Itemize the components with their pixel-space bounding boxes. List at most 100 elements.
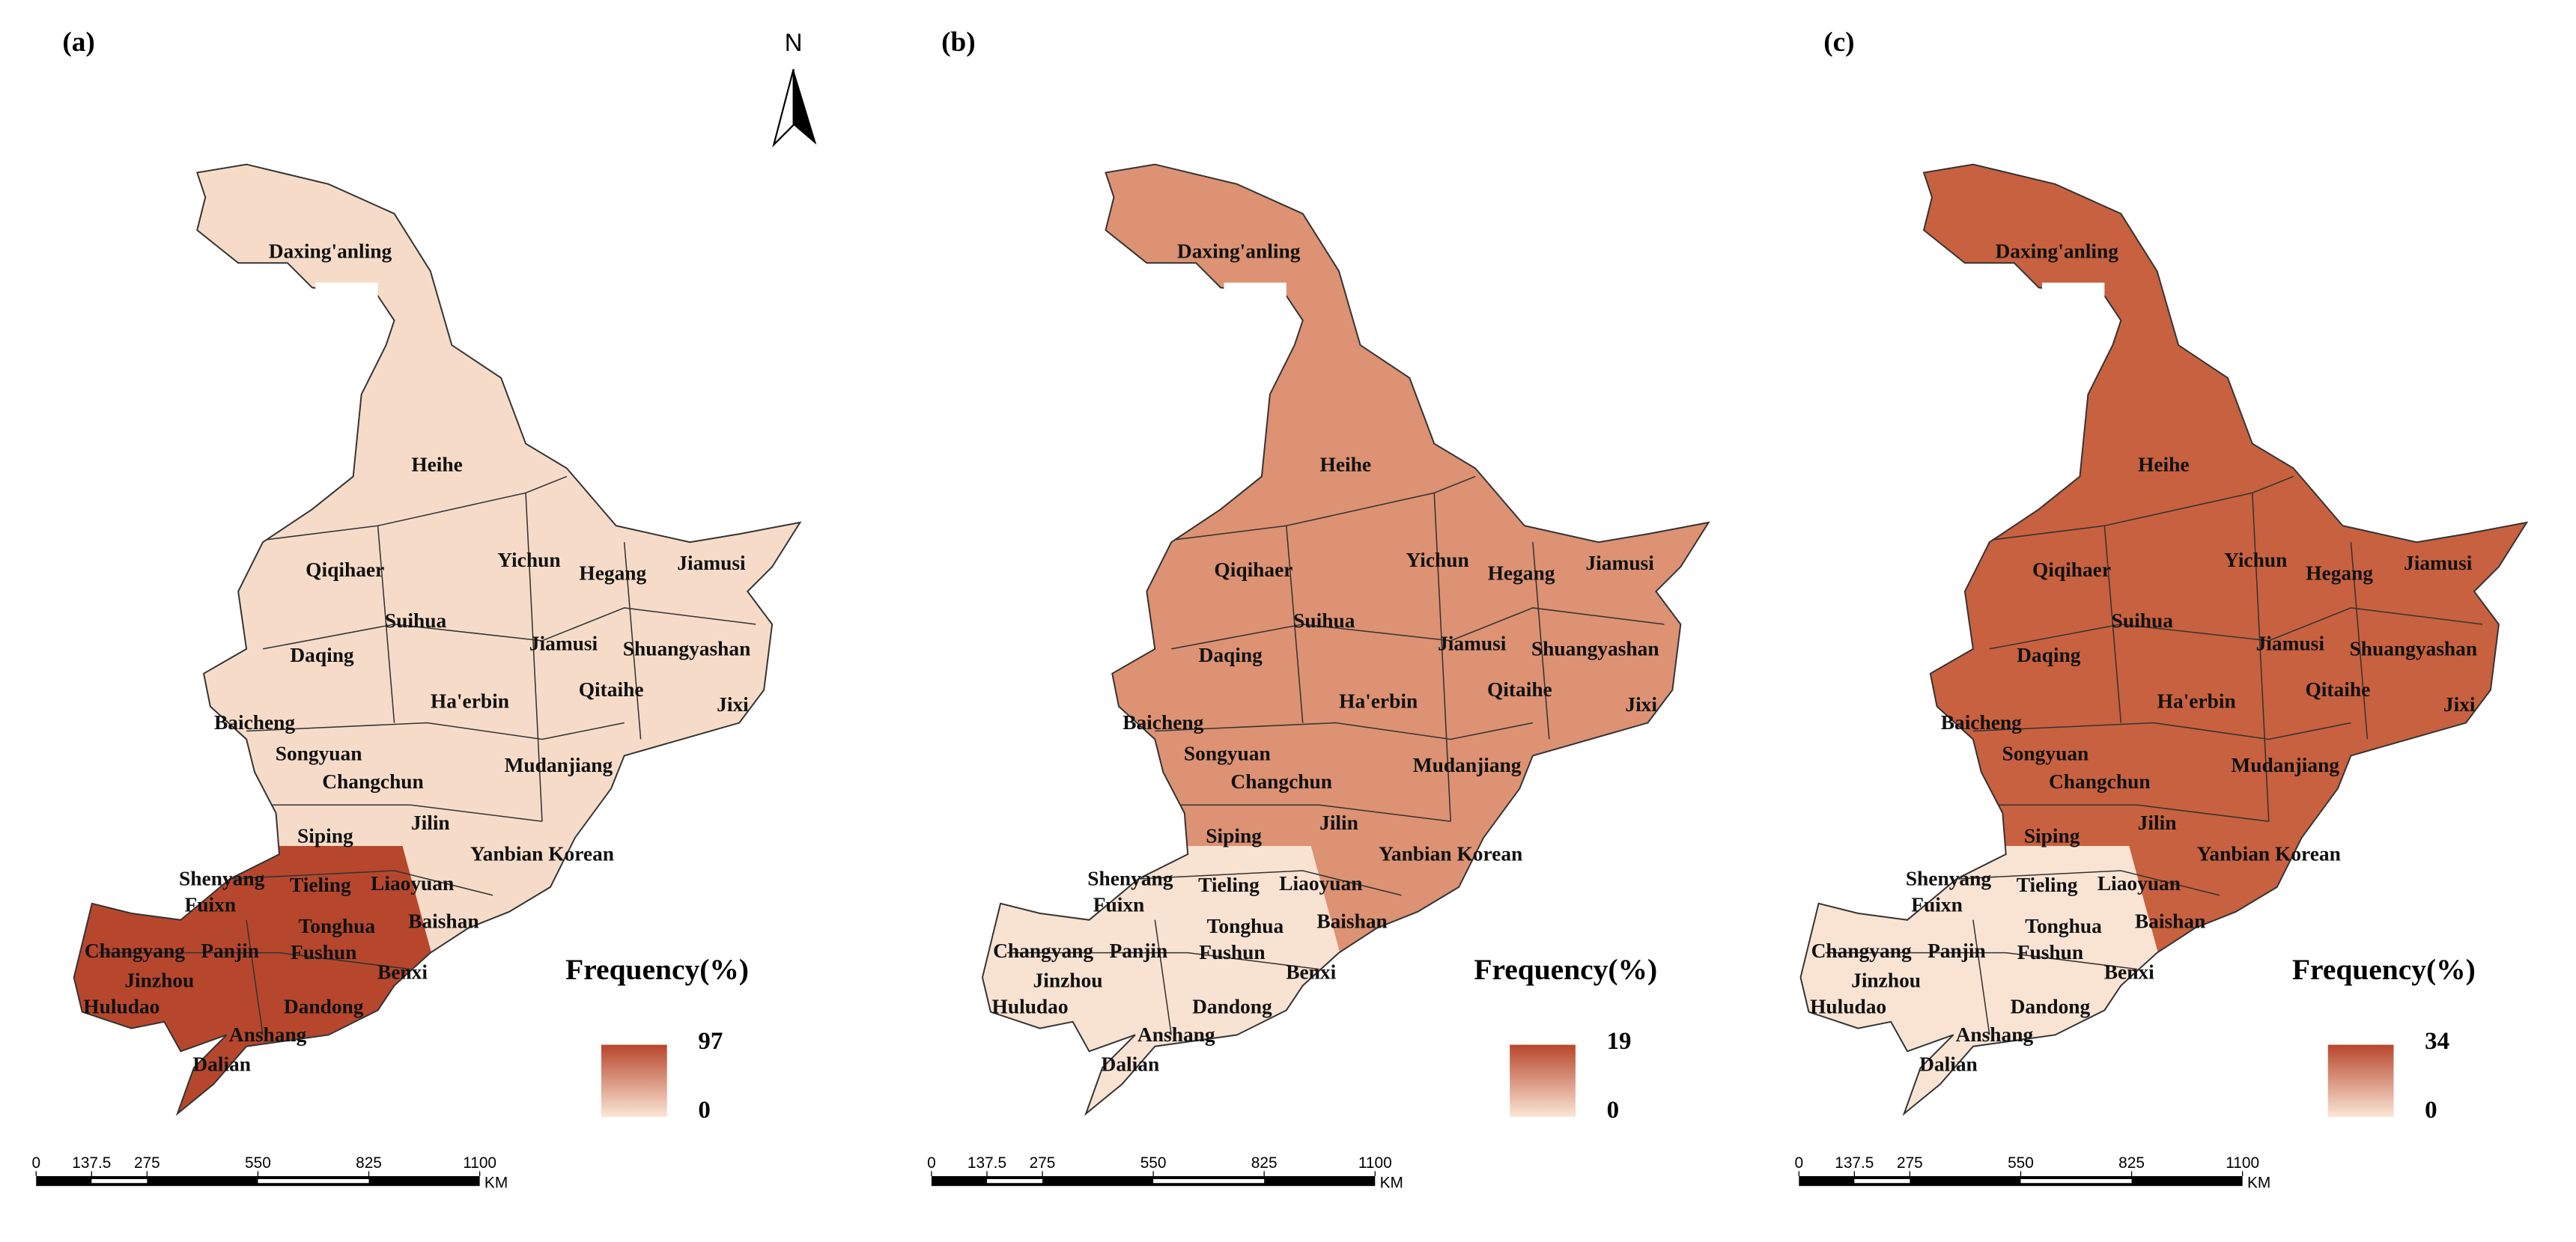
map-outline xyxy=(981,163,1710,1116)
city-label: Qiqihaer xyxy=(1214,558,1292,581)
city-label: Fuixn xyxy=(185,894,237,916)
city-label: Yichun xyxy=(1406,549,1469,571)
city-label: Qitaihe xyxy=(2305,678,2370,701)
city-label: Jilin xyxy=(1319,812,1358,834)
city-label: Shenyang xyxy=(1906,867,1992,889)
scale-tick-label: 550 xyxy=(245,1154,271,1172)
city-label: Liaoyuan xyxy=(2097,872,2181,895)
city-label: Suihua xyxy=(385,609,447,632)
city-label: Tonghua xyxy=(1207,915,1284,937)
boundary xyxy=(230,870,493,896)
city-label: Mudanjiang xyxy=(2231,754,2339,776)
north-label: N xyxy=(785,28,803,56)
boundary xyxy=(1138,870,1402,896)
city-label: Jinzhou xyxy=(1033,969,1103,991)
notch xyxy=(315,282,378,324)
boundary xyxy=(246,475,568,543)
boundary xyxy=(98,952,411,970)
city-label: Jiamusi xyxy=(2404,552,2473,574)
city-label: Shenyang xyxy=(179,867,265,889)
city-label: Siping xyxy=(1206,824,1262,847)
city-label: Hegang xyxy=(579,561,646,584)
city-label: Daqing xyxy=(1199,644,1263,666)
city-label: Liaoyuan xyxy=(1279,872,1362,895)
scale-tick-label: 137.5 xyxy=(967,1154,1006,1172)
city-label: Baishan xyxy=(1316,910,1387,932)
city-label: Yichun xyxy=(2224,549,2287,571)
city-label: Shuangyashan xyxy=(2349,637,2477,660)
scale-tick-label: 825 xyxy=(2118,1154,2145,1172)
scale-tick-label: 550 xyxy=(2008,1154,2034,1172)
scale-unit: KM xyxy=(2247,1174,2270,1191)
scale-bar-segment xyxy=(986,1178,1043,1184)
scale-bar-segment xyxy=(91,1178,148,1184)
boundary xyxy=(1006,952,1319,970)
city-label: Shuangyashan xyxy=(1531,637,1659,660)
boundary xyxy=(246,919,264,1035)
city-label: Yichun xyxy=(497,549,560,571)
city-label: Songyuan xyxy=(276,743,362,765)
boundary xyxy=(1989,804,2269,822)
scale-bar-frame xyxy=(1799,1176,2243,1187)
city-label: Changchun xyxy=(322,770,424,793)
scale-tick-label: 1100 xyxy=(2226,1154,2259,1172)
panel-label: (a) xyxy=(62,27,94,58)
boundary xyxy=(2252,493,2270,822)
city-label: Yanbian Korean xyxy=(2197,843,2341,865)
notch xyxy=(2041,282,2105,324)
city-label: Benxi xyxy=(377,961,428,983)
city-label: Jilin xyxy=(2138,812,2177,834)
city-label: Benxi xyxy=(2104,961,2154,983)
city-label: Panjin xyxy=(1928,940,1986,962)
city-label: Anshang xyxy=(1956,1023,2034,1046)
city-label: Dandong xyxy=(2011,996,2091,1018)
city-label: Changyang xyxy=(1811,940,1912,962)
scale-tick-label: 0 xyxy=(31,1154,40,1172)
map-outline xyxy=(73,163,802,1116)
boundary xyxy=(1972,722,2351,740)
city-label: Mudanjiang xyxy=(505,754,613,776)
city-label: Huludao xyxy=(83,996,160,1018)
boundary xyxy=(1972,475,2294,543)
boundary xyxy=(263,804,543,822)
boundary xyxy=(1154,919,1172,1035)
notch xyxy=(1224,282,1287,324)
city-label: Dandong xyxy=(1192,996,1272,1018)
scale-tick-label: 825 xyxy=(356,1154,382,1172)
scale-tick-label: 825 xyxy=(1251,1154,1278,1172)
legend-min: 0 xyxy=(698,1097,710,1124)
city-label: Changyang xyxy=(85,940,185,962)
boundary xyxy=(1825,952,2138,970)
boundary xyxy=(1532,542,1550,740)
city-label: Shuangyashan xyxy=(623,637,751,660)
city-label: Baishan xyxy=(2135,910,2205,932)
legend-title: Frequency(%) xyxy=(1474,953,1657,986)
city-label: Mudanjiang xyxy=(1413,754,1522,776)
boundary xyxy=(1171,607,1665,650)
map-panel: Daxing'anling Heihe Qiqihaer Yichun Hegang Ji… xyxy=(981,163,1710,1116)
legend-max: 34 xyxy=(2425,1028,2449,1055)
boundary xyxy=(1956,870,2220,896)
city-label: Jinzhou xyxy=(124,969,194,991)
city-label: Tieling xyxy=(1198,874,1260,896)
legend-title: Frequency(%) xyxy=(565,953,749,986)
city-label: Jilin xyxy=(411,812,450,834)
city-label: Jiamusi xyxy=(677,552,746,574)
city-label: Daxing'anling xyxy=(1995,240,2118,262)
legend-gradient xyxy=(601,1044,667,1118)
city-label: Jixi xyxy=(717,693,749,716)
city-label: Tonghua xyxy=(298,915,375,937)
city-label: Tonghua xyxy=(2025,915,2102,937)
scale-bar-segment xyxy=(1153,1178,1265,1184)
city-label: Jiamusi xyxy=(1585,552,1654,574)
map-panel: Daxing'anling Heihe Qiqihaer Yichun Hegang Ji… xyxy=(73,163,802,1116)
city-label: Jixi xyxy=(1625,693,1657,716)
city-label: Tieling xyxy=(290,874,351,896)
city-label: Jiamusi xyxy=(1438,633,1507,655)
boundary xyxy=(1972,919,1990,1035)
city-label: Heihe xyxy=(411,454,463,476)
city-label: Baishan xyxy=(408,910,479,932)
city-label: Anshang xyxy=(1137,1023,1215,1046)
city-label: Changyang xyxy=(993,940,1093,962)
city-label: Dandong xyxy=(284,996,364,1018)
